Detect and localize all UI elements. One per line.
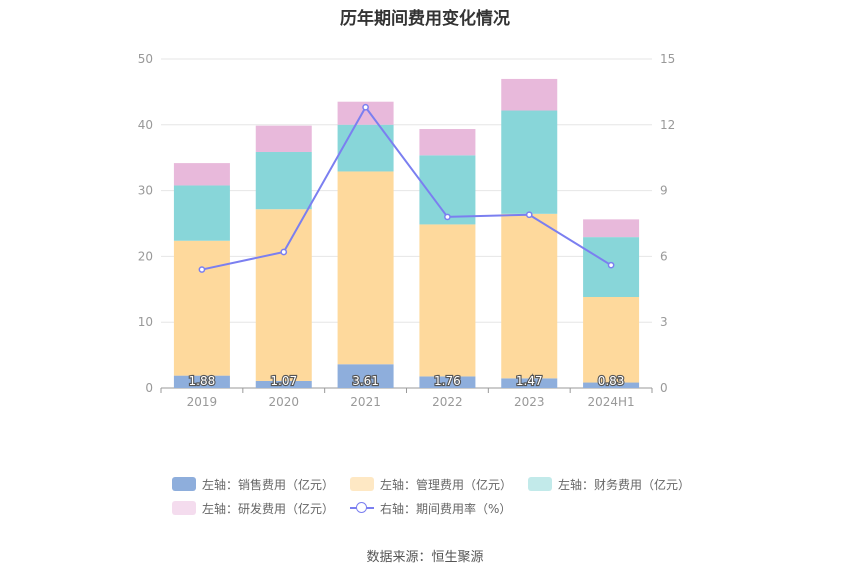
expense-ratio-point (607, 261, 615, 269)
legend-item-expense-ratio[interactable]: 右轴：期间费用率（%） (350, 500, 511, 517)
x-tick-label: 2024H1 (587, 395, 634, 409)
bar-segment (501, 378, 558, 388)
bar-segment (501, 78, 558, 111)
bar-data-label: 1.88 (189, 374, 216, 388)
y-right-tick-label: 9 (660, 184, 668, 198)
bar-segment (501, 213, 558, 379)
legend-label-sales: 左轴：销售费用（亿元） (202, 477, 335, 492)
y-right-tick-label: 15 (660, 52, 675, 66)
legend-label-finance: 左轴：财务费用（亿元） (558, 477, 691, 492)
bar-segment (173, 185, 230, 241)
bar-segment (583, 382, 640, 388)
expense-ratio-point (525, 211, 533, 219)
bar-data-label: 3.61 (352, 374, 379, 388)
legend-item-sales[interactable]: 左轴：销售费用（亿元） (172, 476, 334, 493)
bar-segment (173, 240, 230, 376)
bar-segment (255, 151, 312, 210)
expense-ratio-point (362, 103, 369, 111)
expense-ratio-line (201, 105, 612, 271)
y-right-tick-label: 0 (660, 381, 668, 395)
data-source: 数据来源：恒生聚源 (366, 550, 484, 565)
bar-segment (337, 364, 394, 388)
bar-data-label: 1.76 (434, 374, 461, 388)
chart-legend: 左轴：销售费用（亿元） 左轴：管理费用（亿元） 左轴：财务费用（亿元） 左轴：研… (172, 472, 712, 520)
y-left-tick-label: 50 (138, 52, 153, 66)
bar-segment (255, 380, 312, 388)
bar-segment (419, 129, 476, 156)
y-right-tick-label: 12 (660, 118, 675, 132)
x-tick-label: 2019 (187, 395, 218, 409)
y-right-tick-label: 3 (660, 315, 668, 329)
y-left-tick-label: 10 (138, 315, 153, 329)
bar-data-label: 1.47 (516, 374, 543, 388)
chart-title: 历年期间费用变化情况 (340, 9, 510, 29)
y-left-tick-label: 30 (138, 184, 153, 198)
expense-ratio-point (444, 213, 451, 221)
bar-segment (173, 163, 230, 186)
expense-ratio-point (280, 248, 288, 256)
legend-swatch-rnd (172, 501, 196, 515)
bar-data-label: 1.07 (270, 374, 297, 388)
y-left-tick-label: 0 (145, 381, 153, 395)
bar-segment (419, 376, 476, 388)
legend-item-finance[interactable]: 左轴：财务费用（亿元） (528, 476, 690, 493)
bar-segment (255, 209, 312, 381)
y-left-tick-label: 20 (138, 249, 153, 263)
legend-label-rnd: 左轴：研发费用（亿元） (202, 501, 335, 516)
bar-segment (583, 296, 640, 383)
bar-segment (173, 375, 230, 388)
legend-label-admin: 左轴：管理费用（亿元） (380, 477, 513, 492)
bar-segment (337, 124, 394, 172)
expense-ratio-point (198, 266, 206, 273)
legend-swatch-expense-ratio (350, 501, 375, 515)
x-tick-label: 2021 (350, 395, 381, 409)
bar-segment (337, 101, 394, 125)
bar-segment (255, 125, 312, 152)
bar-segment (583, 219, 640, 238)
bar-data-label: 0.83 (598, 374, 625, 388)
y-right-tick-label: 6 (660, 249, 668, 263)
legend-swatch-sales (172, 477, 196, 491)
bar-segment (501, 110, 558, 214)
bar-segment (337, 171, 394, 365)
y-left-tick-label: 40 (138, 118, 153, 132)
legend-label-expense-ratio: 右轴：期间费用率（%） (380, 501, 512, 516)
x-tick-label: 2022 (432, 395, 463, 409)
legend-swatch-finance (528, 477, 553, 491)
x-tick-label: 2023 (514, 395, 545, 409)
legend-swatch-admin (350, 477, 375, 491)
bar-segment (419, 224, 476, 377)
legend-item-admin[interactable]: 左轴：管理费用（亿元） (350, 476, 512, 493)
legend-item-rnd[interactable]: 左轴：研发费用（亿元） (172, 500, 334, 517)
bar-segment (419, 155, 476, 225)
x-tick-label: 2020 (268, 395, 299, 409)
